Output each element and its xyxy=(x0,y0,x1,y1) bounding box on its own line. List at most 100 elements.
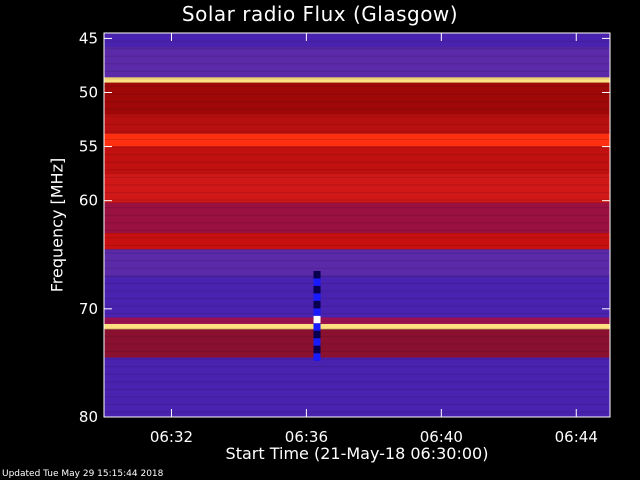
burst-segment xyxy=(313,285,321,294)
texture-line xyxy=(104,123,610,125)
texture-line xyxy=(104,116,610,118)
texture-line xyxy=(104,351,610,353)
frequency-band xyxy=(104,114,610,134)
texture-line xyxy=(104,184,610,186)
texture-line xyxy=(104,335,610,337)
burst-segment xyxy=(313,293,321,301)
frequency-band xyxy=(104,146,610,174)
y-tick: 70 xyxy=(79,300,610,318)
y-tick: 60 xyxy=(79,192,610,210)
y-tick: 45 xyxy=(79,29,610,47)
texture-line xyxy=(104,237,610,239)
texture-line xyxy=(104,222,610,224)
plot-area xyxy=(104,33,610,417)
burst-segment xyxy=(313,345,321,354)
plot-frame xyxy=(103,32,611,418)
texture-line xyxy=(104,93,610,95)
texture-line xyxy=(104,320,610,322)
x-axis: 06:32 06:36 06:40 06:44 xyxy=(150,33,598,446)
texture-line xyxy=(104,396,610,398)
y-tick-label: 55 xyxy=(79,138,98,156)
texture-line xyxy=(104,404,610,406)
burst-segment xyxy=(313,300,321,309)
texture-line xyxy=(104,305,610,307)
texture-line xyxy=(104,366,610,368)
texture-line xyxy=(104,207,610,209)
frequency-band xyxy=(104,133,610,147)
texture-line xyxy=(104,373,610,375)
texture-line xyxy=(104,275,610,277)
texture-line xyxy=(104,146,610,148)
burst-segment xyxy=(313,330,321,339)
texture-line xyxy=(104,343,610,345)
frequency-band xyxy=(104,82,610,115)
x-tick: 06:44 xyxy=(555,33,598,446)
frequency-band xyxy=(104,357,610,417)
x-tick: 06:36 xyxy=(285,33,328,446)
texture-line xyxy=(104,154,610,156)
frequency-band xyxy=(104,77,610,83)
texture-line xyxy=(104,313,610,315)
texture-line xyxy=(104,199,610,201)
y-tick: 55 xyxy=(79,138,610,156)
texture-line xyxy=(104,86,610,88)
texture-line xyxy=(104,252,610,254)
chart-title: Solar radio Flux (Glasgow) xyxy=(181,2,459,26)
y-tick-label: 45 xyxy=(79,29,98,47)
texture-line xyxy=(104,298,610,300)
texture-line xyxy=(104,63,610,65)
frequency-band xyxy=(104,317,610,324)
texture-line xyxy=(104,78,610,80)
texture-line xyxy=(104,328,610,330)
x-tick-label: 06:32 xyxy=(150,428,193,446)
burst-segment xyxy=(313,308,321,316)
y-axis-label: Frequency [MHz] xyxy=(47,157,67,293)
texture-line xyxy=(104,267,610,269)
burst-segment xyxy=(313,315,321,324)
texture-line xyxy=(104,40,610,42)
burst-segment xyxy=(313,338,321,346)
frequency-band xyxy=(104,233,610,250)
texture-line xyxy=(104,169,610,171)
texture-line xyxy=(104,282,610,284)
frequency-band xyxy=(104,276,610,318)
texture-line xyxy=(104,70,610,72)
x-axis-label: Start Time (21-May-18 06:30:00) xyxy=(225,444,489,463)
y-axis: 45 50 55 60 70 80 xyxy=(79,29,610,426)
texture-line xyxy=(104,411,610,413)
texture-line xyxy=(104,55,610,57)
frequency-band xyxy=(104,249,610,277)
texture-line xyxy=(104,388,610,390)
y-tick-label: 80 xyxy=(79,408,98,426)
burst-segment xyxy=(313,270,321,279)
texture-line xyxy=(104,214,610,216)
x-tick: 06:40 xyxy=(420,33,463,446)
x-tick: 06:32 xyxy=(150,33,193,446)
burst-segment xyxy=(313,278,321,286)
updated-timestamp: Updated Tue May 29 15:15:44 2018 xyxy=(2,469,164,479)
texture-line xyxy=(104,48,610,50)
texture-line xyxy=(104,260,610,262)
texture-line xyxy=(104,229,610,231)
y-tick-label: 70 xyxy=(79,300,98,318)
texture-line xyxy=(104,101,610,103)
x-tick-label: 06:44 xyxy=(555,428,598,446)
texture-line xyxy=(104,161,610,163)
x-tick-label: 06:36 xyxy=(285,428,328,446)
burst-segment xyxy=(313,353,321,361)
burst-segment xyxy=(313,323,321,331)
texture-line xyxy=(104,131,610,133)
texture-line xyxy=(104,176,610,178)
frequency-band xyxy=(104,329,610,358)
frequency-band xyxy=(104,33,610,48)
texture-line xyxy=(104,108,610,110)
y-tick: 80 xyxy=(79,408,610,426)
frequency-band xyxy=(104,173,610,203)
texture-line xyxy=(104,245,610,247)
frequency-band xyxy=(104,323,610,330)
texture-line xyxy=(104,290,610,292)
x-tick-label: 06:40 xyxy=(420,428,463,446)
texture-line xyxy=(104,192,610,194)
frequency-band xyxy=(104,202,610,234)
